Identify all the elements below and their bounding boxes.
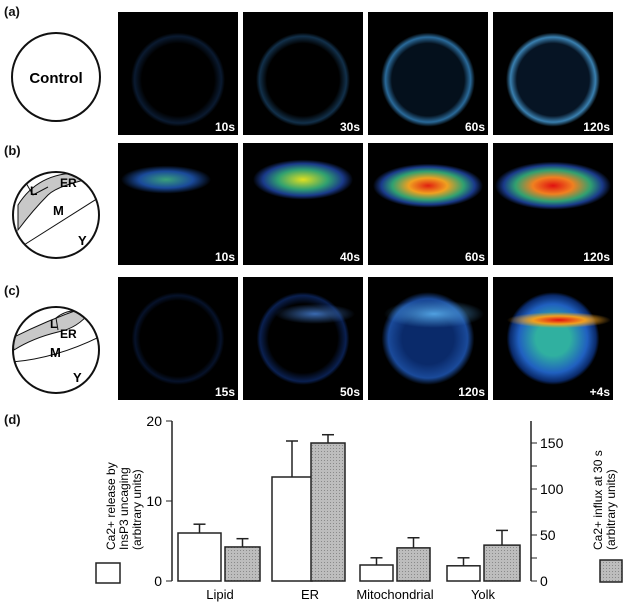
svg-text:L: L <box>50 317 57 331</box>
svg-text:Y: Y <box>78 233 87 248</box>
bar-chart: 0 10 20 0 50 100 150 Lipid ER Mitochondrial Yolk In… <box>95 413 623 602</box>
image-a-2: 30s <box>243 12 363 135</box>
category-label: Yolk <box>471 587 496 602</box>
svg-text:L: L <box>30 184 37 198</box>
left-tick-label: 0 <box>154 573 162 589</box>
control-cell-diagram: Control <box>11 32 101 122</box>
right-tick-label: 50 <box>540 527 556 543</box>
svg-text:ER: ER <box>60 327 77 341</box>
right-tick-label: 0 <box>540 573 548 589</box>
image-c-2: 50s <box>243 277 363 400</box>
control-label: Control <box>29 70 82 87</box>
panel-label-c: (c) <box>4 283 20 298</box>
svg-text:Y: Y <box>73 370 82 385</box>
legend-influx-swatch <box>599 559 623 583</box>
image-c-1: 15s <box>118 277 238 400</box>
panel-label-a: (a) <box>4 4 20 19</box>
bar-influx-mitochondrial <box>396 547 431 582</box>
image-c-4: +4s <box>493 277 613 400</box>
panel-label-d: (d) <box>4 412 21 427</box>
category-label: Lipid <box>206 587 233 602</box>
image-b-3: 60s <box>368 143 488 265</box>
right-tick-label: 150 <box>540 435 564 451</box>
region-diagram-c: L ER M Y <box>12 306 100 394</box>
left-axis-label-1: Ca2+ release by <box>104 462 118 550</box>
bar-release-lipid <box>177 532 222 582</box>
svg-text:M: M <box>53 203 64 218</box>
left-tick-label: 20 <box>146 413 162 429</box>
svg-text:M: M <box>50 345 61 360</box>
left-axis-label-3: (arbitrary units) <box>130 469 144 550</box>
image-b-4: 120s <box>493 143 613 265</box>
right-tick-label: 100 <box>540 481 564 497</box>
image-a-1: 10s <box>118 12 238 135</box>
image-a-4: 120s <box>493 12 613 135</box>
bar-influx-er <box>310 442 346 582</box>
category-label: ER <box>301 587 319 602</box>
bar-release-er <box>271 476 313 582</box>
legend-release-swatch <box>95 562 121 584</box>
bar-release-yolk <box>446 565 481 582</box>
category-label: Mitochondrial <box>356 587 433 602</box>
svg-text:ER: ER <box>60 176 77 190</box>
image-a-3: 60s <box>368 12 488 135</box>
left-tick-label: 10 <box>146 493 162 509</box>
right-axis-label-2: (arbitrary units) <box>604 469 618 550</box>
image-b-2: 40s <box>243 143 363 265</box>
bar-release-mitochondrial <box>359 564 394 582</box>
right-axis-label-1: Ca2+ influx at 30 s <box>591 450 605 550</box>
panel-label-b: (b) <box>4 143 21 158</box>
bar-influx-yolk <box>483 544 521 582</box>
region-diagram-b: L ER M Y <box>12 171 100 259</box>
image-b-1: 10s <box>118 143 238 265</box>
bar-influx-lipid <box>224 546 261 582</box>
left-axis-label-2: InsP3 uncaging <box>117 467 131 550</box>
image-c-3: 120s <box>368 277 488 400</box>
